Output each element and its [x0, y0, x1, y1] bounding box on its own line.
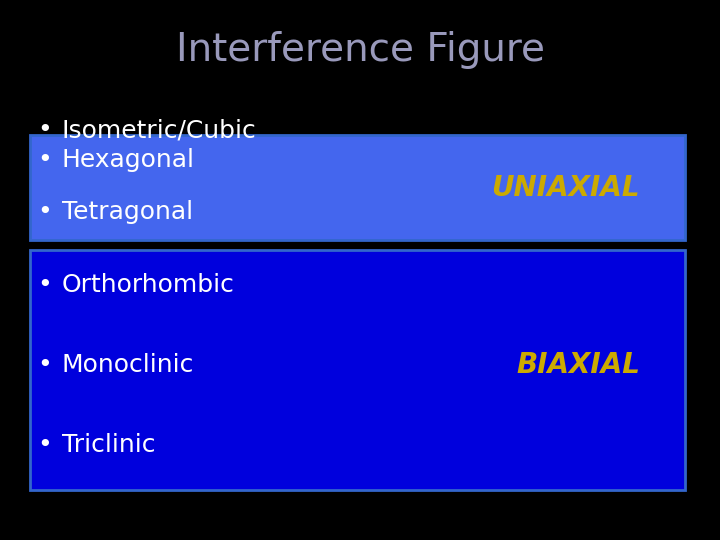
- Text: •: •: [37, 118, 53, 142]
- Text: •: •: [37, 353, 53, 377]
- Text: Triclinic: Triclinic: [62, 433, 156, 457]
- Text: Interference Figure: Interference Figure: [176, 31, 544, 69]
- Text: BIAXIAL: BIAXIAL: [516, 351, 640, 379]
- Text: Tetragonal: Tetragonal: [62, 200, 193, 224]
- FancyBboxPatch shape: [30, 250, 685, 490]
- Text: UNIAXIAL: UNIAXIAL: [492, 174, 640, 202]
- Text: •: •: [37, 148, 53, 172]
- Text: Orthorhombic: Orthorhombic: [62, 273, 235, 297]
- Text: Hexagonal: Hexagonal: [62, 148, 195, 172]
- FancyBboxPatch shape: [30, 135, 685, 240]
- Text: Monoclinic: Monoclinic: [62, 353, 194, 377]
- Text: •: •: [37, 200, 53, 224]
- Text: Isometric/Cubic: Isometric/Cubic: [62, 118, 257, 142]
- Text: •: •: [37, 433, 53, 457]
- Text: •: •: [37, 273, 53, 297]
